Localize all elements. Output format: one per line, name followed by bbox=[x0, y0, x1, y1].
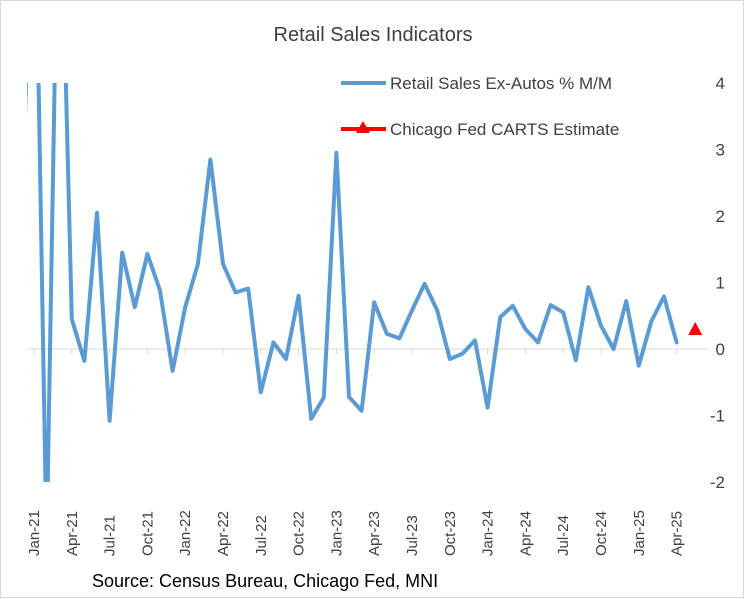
series-line-retail-sales bbox=[27, 83, 679, 482]
x-axis-labels: Jan-21 Apr-21 Jul-21 Oct-21 Jan-22 Apr-22 Jul-… bbox=[26, 510, 686, 556]
x-tick-label: Oct-21 bbox=[139, 511, 156, 556]
legend-label-carts: Chicago Fed CARTS Estimate bbox=[390, 120, 619, 139]
legend-item-retail-sales: Retail Sales Ex-Autos % M/M bbox=[341, 74, 612, 93]
source-note: Source: Census Bureau, Chicago Fed, MNI bbox=[92, 571, 438, 591]
y-tick-label: -2 bbox=[710, 473, 725, 492]
x-tick-label: Apr-21 bbox=[64, 511, 81, 556]
x-tick-label: Oct-24 bbox=[593, 511, 610, 556]
x-tick-label: Oct-22 bbox=[291, 511, 308, 556]
x-tick-label: Jul-22 bbox=[253, 515, 270, 556]
x-tick-label: Apr-22 bbox=[215, 511, 232, 556]
y-tick-label: 0 bbox=[716, 340, 725, 359]
carts-estimate-marker bbox=[688, 322, 703, 336]
y-tick-label: 4 bbox=[716, 74, 725, 93]
series-layer bbox=[27, 83, 679, 482]
x-tick-label: Jul-24 bbox=[555, 515, 572, 556]
x-tick-label: Jan-22 bbox=[177, 510, 194, 556]
y-axis-labels: -2 -1 0 1 2 3 4 bbox=[710, 74, 725, 492]
x-tick-label: Oct-23 bbox=[442, 511, 459, 556]
x-tick-label: Jul-21 bbox=[102, 515, 119, 556]
chart-title: Retail Sales Indicators bbox=[274, 24, 473, 46]
x-tick-label: Jan-25 bbox=[631, 510, 648, 556]
x-tick-label: Apr-24 bbox=[517, 511, 534, 556]
x-tick-label: Jan-24 bbox=[480, 510, 497, 556]
y-tick-label: 1 bbox=[716, 274, 725, 293]
x-tick-label: Jul-23 bbox=[404, 515, 421, 556]
marker-layer bbox=[688, 322, 703, 336]
y-tick-label: 3 bbox=[716, 141, 725, 160]
legend-label-retail-sales: Retail Sales Ex-Autos % M/M bbox=[390, 74, 612, 93]
x-tick-label: Jan-23 bbox=[328, 510, 345, 556]
legend-swatch-carts-triangle bbox=[356, 121, 370, 133]
x-tick-label: Jan-21 bbox=[26, 510, 43, 556]
x-tick-label: Apr-23 bbox=[366, 511, 383, 556]
legend: Retail Sales Ex-Autos % M/M Chicago Fed … bbox=[341, 74, 619, 139]
y-tick-label: -1 bbox=[710, 407, 725, 426]
x-tick-label: Apr-25 bbox=[669, 511, 686, 556]
legend-item-carts: Chicago Fed CARTS Estimate bbox=[341, 120, 619, 139]
y-tick-label: 2 bbox=[716, 207, 725, 226]
